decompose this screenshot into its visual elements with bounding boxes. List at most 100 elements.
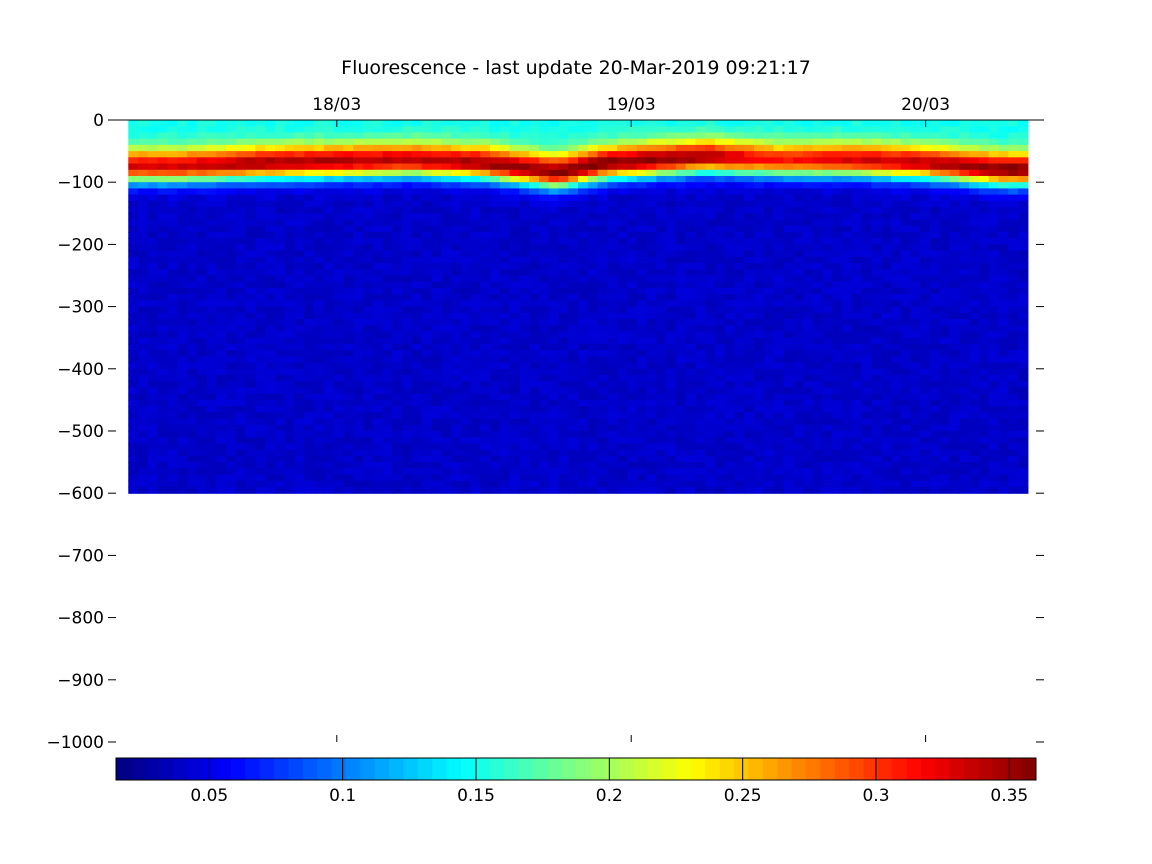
heatmap-cell	[509, 343, 520, 351]
heatmap-cell	[881, 287, 892, 295]
heatmap-cell	[304, 418, 315, 426]
heatmap-cell	[568, 250, 579, 258]
heatmap-cell	[744, 431, 755, 438]
heatmap-cell	[235, 151, 247, 158]
heatmap-cell	[226, 362, 237, 370]
heatmap-cell	[460, 126, 472, 134]
heatmap-cell	[519, 437, 530, 445]
heatmap-cell	[890, 244, 902, 252]
heatmap-cell	[490, 126, 501, 134]
heatmap-cell	[431, 132, 442, 140]
heatmap-cell	[675, 418, 687, 426]
heatmap-cell	[538, 375, 550, 382]
heatmap-cell	[138, 480, 149, 488]
heatmap-cell	[314, 182, 325, 190]
heatmap-cell	[265, 175, 276, 183]
heatmap-cell	[842, 200, 853, 208]
heatmap-cell	[773, 213, 784, 221]
heatmap-cell	[450, 238, 462, 245]
heatmap-cell	[441, 244, 452, 252]
heatmap-cell	[900, 350, 912, 357]
heatmap-cell	[881, 387, 892, 395]
heatmap-cell	[568, 399, 579, 407]
heatmap-cell	[441, 449, 452, 457]
heatmap-cell	[900, 138, 912, 146]
heatmap-cell	[177, 362, 188, 370]
heatmap-cell	[314, 455, 325, 463]
heatmap-cell	[157, 213, 168, 221]
heatmap-cell	[617, 462, 628, 469]
heatmap-cell	[245, 175, 256, 183]
heatmap-cell	[793, 175, 804, 183]
heatmap-cell	[783, 238, 794, 245]
heatmap-cell	[460, 462, 472, 469]
heatmap-cell	[538, 182, 550, 190]
heatmap-cell	[206, 462, 217, 469]
heatmap-cell	[793, 126, 804, 134]
heatmap-cell	[138, 331, 149, 339]
heatmap-cell	[656, 480, 667, 488]
heatmap-cell	[450, 225, 462, 233]
heatmap-cell	[744, 462, 755, 469]
heatmap-cell	[754, 356, 765, 364]
heatmap-cell	[666, 375, 677, 382]
heatmap-cell	[548, 275, 560, 283]
heatmap-cell	[812, 157, 824, 165]
heatmap-cell	[685, 194, 696, 202]
heatmap-cell	[186, 437, 198, 445]
heatmap-cell	[626, 449, 638, 457]
heatmap-cell	[460, 337, 472, 345]
heatmap-cell	[441, 350, 452, 357]
heatmap-cell	[196, 188, 208, 196]
heatmap-cell	[206, 281, 217, 289]
heatmap-cell	[607, 387, 618, 395]
heatmap-cell	[196, 418, 208, 426]
heatmap-cell	[568, 213, 579, 221]
heatmap-cell	[529, 132, 540, 140]
heatmap-cell	[294, 474, 305, 482]
heatmap-cell	[851, 480, 863, 488]
heatmap-cell	[626, 144, 638, 152]
heatmap-cell	[617, 375, 628, 382]
heatmap-cell	[842, 375, 853, 382]
heatmap-cell	[930, 188, 941, 196]
heatmap-cell	[636, 362, 648, 370]
heatmap-cell	[714, 175, 726, 183]
heatmap-cell	[460, 412, 472, 420]
heatmap-cell	[587, 157, 599, 165]
heatmap-cell	[851, 356, 863, 364]
heatmap-cell	[890, 418, 902, 426]
heatmap-cell	[167, 387, 178, 395]
heatmap-cell	[372, 362, 384, 370]
heatmap-cell	[558, 244, 569, 252]
heatmap-cell	[235, 294, 247, 301]
heatmap-cell	[372, 356, 384, 364]
heatmap-cell	[656, 406, 667, 413]
heatmap-cell	[490, 468, 501, 476]
heatmap-cell	[568, 269, 579, 277]
heatmap-cell	[392, 194, 403, 202]
heatmap-cell	[529, 468, 540, 476]
heatmap-cell	[675, 406, 687, 413]
heatmap-cell	[744, 169, 755, 177]
heatmap-cell	[734, 263, 745, 270]
heatmap-cell	[783, 486, 794, 494]
heatmap-cell	[235, 200, 247, 208]
heatmap-cell	[226, 175, 237, 183]
heatmap-cell	[235, 163, 247, 171]
heatmap-cell	[450, 244, 462, 252]
heatmap-cell	[157, 188, 168, 196]
heatmap-cell	[343, 468, 354, 476]
heatmap-cell	[802, 163, 814, 171]
heatmap-cell	[157, 200, 168, 208]
heatmap-cell	[793, 269, 804, 277]
heatmap-cell	[392, 319, 403, 326]
heatmap-cell	[861, 362, 872, 370]
heatmap-cell	[157, 157, 168, 165]
heatmap-cell	[343, 144, 354, 152]
heatmap-cell	[216, 431, 227, 438]
heatmap-cell	[675, 399, 687, 407]
heatmap-cell	[930, 486, 941, 494]
heatmap-cell	[480, 275, 491, 283]
heatmap-cell	[890, 194, 902, 202]
